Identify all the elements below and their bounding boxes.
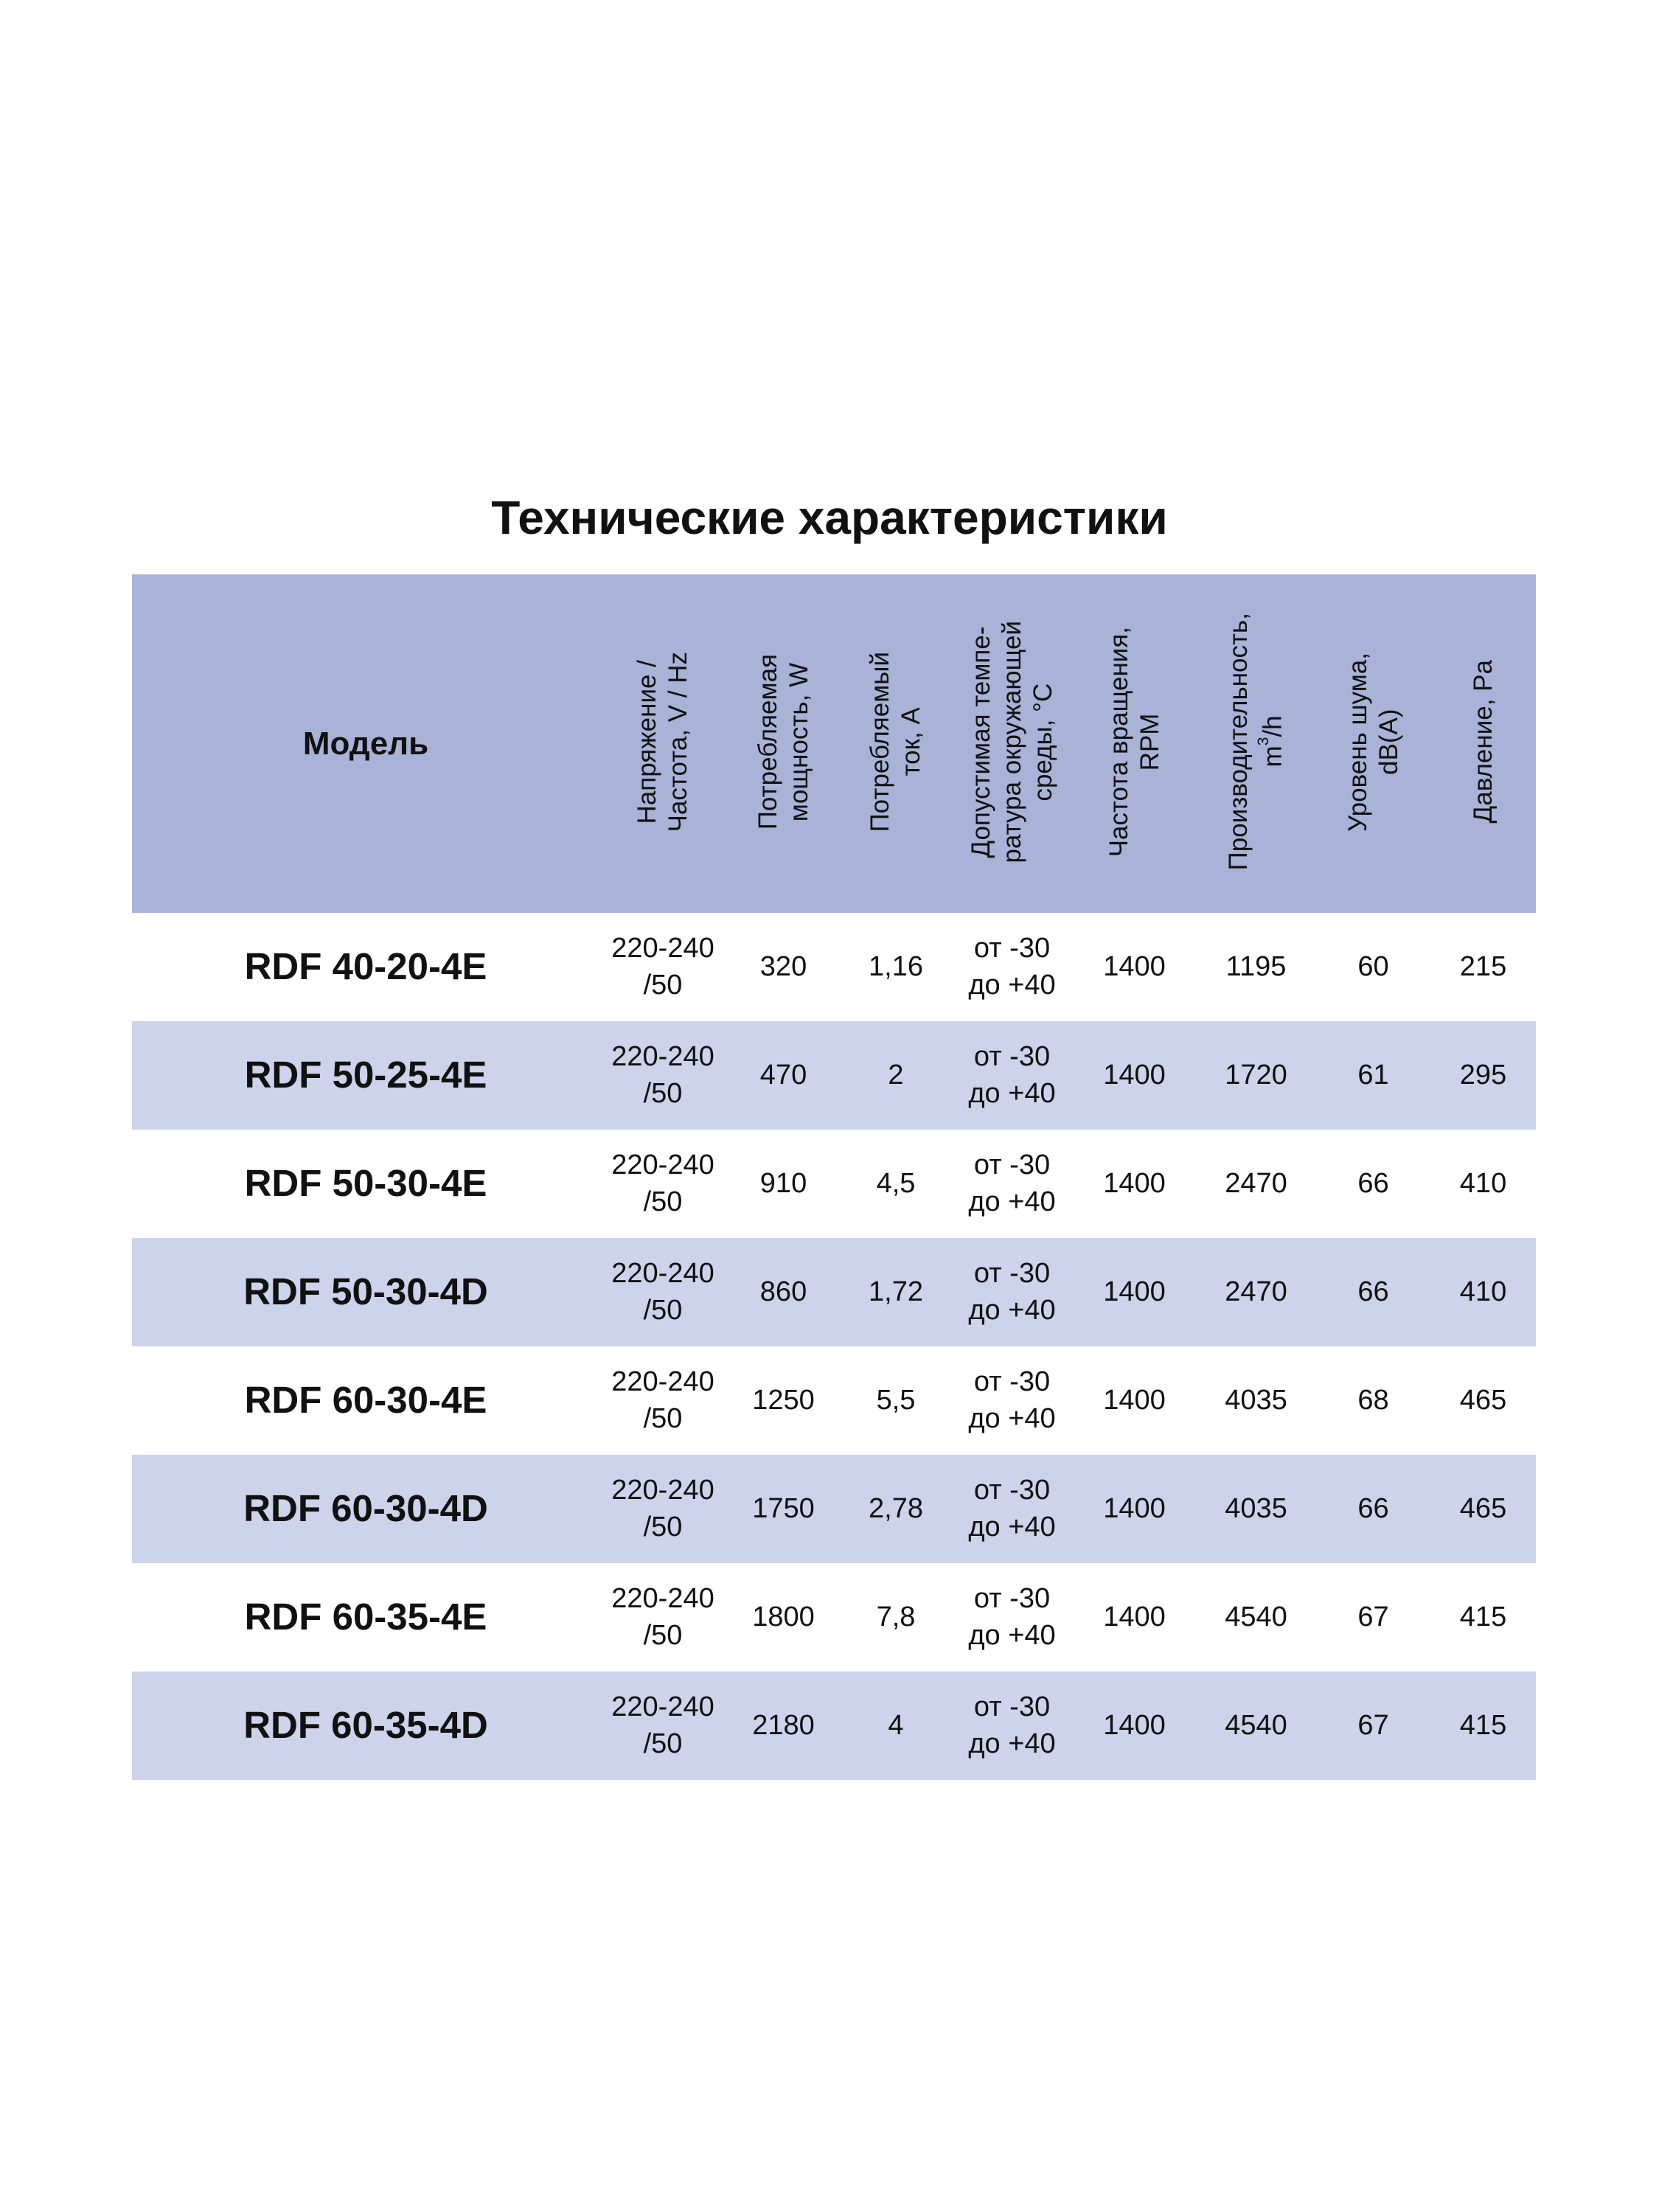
cell-power: 470 [759,1059,807,1091]
cell-noise: 67 [1357,1601,1389,1632]
cell-rpm: 1400 [1103,1709,1166,1741]
cell-temperature: от -30 до +40 [968,1583,1056,1651]
cell-voltage: 220-240/50 [611,1691,714,1759]
cell-temperature: от -30 до +40 [968,1150,1056,1217]
cell-model: RDF 50-30-4E [244,1162,487,1205]
table-row: RDF 50-25-4E 220-240/50 470 2 от -30 до +40 14… [132,1021,1536,1130]
cell-noise: 66 [1357,1276,1389,1307]
cell-temperature: от -30 до +40 [968,933,1056,1001]
spec-table: Модель Напряжение / Частота, V / Hz Потре… [132,574,1536,1780]
cell-current: 2,78 [869,1492,923,1524]
cell-pressure: 410 [1459,1276,1507,1307]
header-model: Модель [302,725,429,762]
cell-current: 4,5 [876,1167,916,1199]
cell-pressure: 465 [1459,1384,1507,1416]
cell-power: 1750 [752,1492,815,1524]
cell-voltage: 220-240/50 [611,1366,714,1434]
header-noise: Уровень шума, dB(A) [1343,652,1403,832]
cell-noise: 67 [1357,1709,1389,1741]
cell-noise: 60 [1357,950,1389,982]
cell-temperature: от -30 до +40 [968,1475,1056,1543]
cell-temperature: от -30 до +40 [968,1258,1056,1326]
cell-noise: 66 [1357,1492,1389,1524]
cell-temperature: от -30 до +40 [968,1691,1056,1759]
cell-current: 1,72 [869,1276,923,1307]
table-row: RDF 50-30-4E 220-240/50 910 4,5 от -30 до +40… [132,1130,1536,1238]
cell-power: 320 [759,950,807,982]
cell-voltage: 220-240/50 [611,1041,714,1109]
cell-current: 2 [888,1059,904,1091]
table-row: RDF 60-35-4D 220-240/50 2180 4 от -30 до +40 1… [132,1672,1536,1780]
header-current: Потребляемый ток, А [866,651,925,832]
cell-flow: 4540 [1225,1709,1287,1741]
cell-pressure: 410 [1459,1167,1507,1199]
cell-temperature: от -30 до +40 [968,1366,1056,1434]
cell-flow: 1195 [1225,950,1287,982]
cell-voltage: 220-240/50 [611,1475,714,1543]
cell-flow: 2470 [1225,1276,1287,1307]
table-row: RDF 60-35-4E 220-240/50 1800 7,8 от -30 до +4… [132,1563,1536,1672]
cell-power: 860 [759,1276,807,1307]
table-row: RDF 60-30-4D 220-240/50 1750 2,78 от -30 до +… [132,1455,1536,1563]
cell-power: 2180 [752,1709,815,1741]
cell-voltage: 220-240/50 [611,1583,714,1651]
cell-pressure: 295 [1459,1059,1507,1091]
cell-voltage: 220-240/50 [611,1258,714,1326]
cell-noise: 66 [1357,1167,1389,1199]
cell-voltage: 220-240/50 [611,933,714,1001]
cell-current: 1,16 [869,950,923,982]
cell-rpm: 1400 [1103,1167,1166,1199]
header-row: Модель Напряжение / Частота, V / Hz Потре… [132,574,1536,913]
cell-model: RDF 60-30-4D [243,1487,488,1530]
cell-noise: 68 [1357,1384,1389,1416]
cell-flow: 2470 [1225,1167,1287,1199]
header-power: Потребляемая мощность, W [753,653,813,830]
cell-flow: 4540 [1225,1601,1287,1632]
cell-model: RDF 50-25-4E [244,1054,487,1096]
cell-rpm: 1400 [1103,1492,1166,1524]
cell-pressure: 215 [1459,950,1507,982]
cell-model: RDF 40-20-4E [244,945,487,988]
header-voltage: Напряжение / Частота, V / Hz [633,651,692,832]
cell-current: 7,8 [876,1601,916,1632]
header-pressure: Давление, Pa [1468,660,1498,824]
cell-model: RDF 50-30-4D [243,1270,488,1313]
cell-model: RDF 60-35-4E [244,1596,487,1638]
cell-rpm: 1400 [1103,1276,1166,1307]
cell-power: 910 [759,1167,807,1199]
header-rpm: Частота вращения, RPM [1104,626,1164,858]
header-flow: Производительность, m3/h [1224,613,1287,871]
cell-rpm: 1400 [1103,1601,1166,1632]
cell-current: 4 [888,1709,904,1741]
cell-pressure: 415 [1459,1709,1507,1741]
cell-rpm: 1400 [1103,1384,1166,1416]
cell-voltage: 220-240/50 [611,1150,714,1217]
cell-pressure: 465 [1459,1492,1507,1524]
table-row: RDF 60-30-4E 220-240/50 1250 5,5 от -30 до +4… [132,1346,1536,1455]
cell-temperature: от -30 до +40 [968,1041,1056,1109]
cell-model: RDF 60-35-4D [243,1704,488,1747]
table-row: RDF 50-30-4D 220-240/50 860 1,72 от -30 до +4… [132,1238,1536,1346]
table-row: RDF 40-20-4E 220-240/50 320 1,16 от -30 до +4… [132,913,1536,1021]
cell-flow: 1720 [1225,1059,1287,1091]
cell-rpm: 1400 [1103,950,1166,982]
cell-power: 1250 [752,1384,815,1416]
header-temperature: Допустимая темпе-ратура окружающей среды,… [966,620,1057,863]
cell-flow: 4035 [1225,1492,1287,1524]
cell-pressure: 415 [1459,1601,1507,1632]
cell-noise: 61 [1357,1059,1389,1091]
cell-flow: 4035 [1225,1384,1287,1416]
page-title: Технические характеристики [491,491,1168,544]
cell-current: 5,5 [876,1384,916,1416]
cell-power: 1800 [752,1601,815,1632]
cell-rpm: 1400 [1103,1059,1166,1091]
cell-model: RDF 60-30-4E [244,1379,487,1422]
